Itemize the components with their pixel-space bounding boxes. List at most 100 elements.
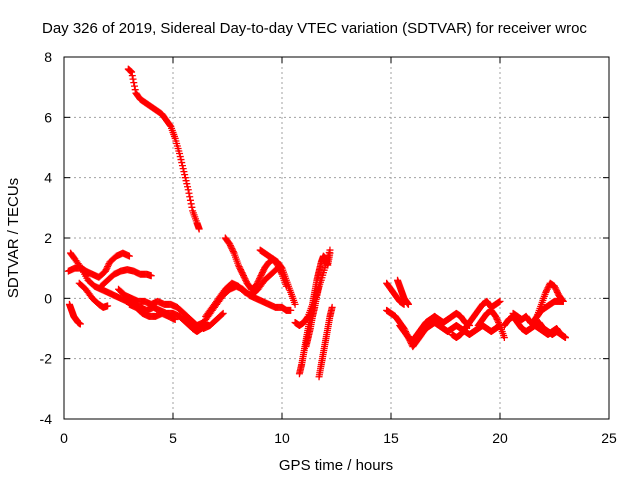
- data-point: [495, 318, 503, 326]
- data-point: [128, 72, 136, 80]
- data-point: [103, 264, 111, 272]
- y-tick-label: -4: [40, 411, 53, 427]
- data-point: [218, 310, 226, 318]
- data-point: [553, 287, 561, 295]
- data-point: [185, 189, 193, 197]
- data-point: [176, 150, 184, 158]
- data-point: [291, 300, 299, 308]
- y-tick-label: 4: [44, 170, 52, 186]
- data-point: [195, 225, 203, 233]
- x-tick-label: 5: [169, 430, 177, 446]
- data-point: [130, 79, 138, 87]
- data-point: [229, 246, 237, 254]
- data-point: [326, 249, 334, 257]
- data-point: [258, 269, 266, 277]
- series-s6: [97, 266, 155, 290]
- series-s15: [302, 282, 323, 351]
- x-tick-label: 15: [383, 430, 399, 446]
- x-axis-label: GPS time / hours: [279, 457, 393, 474]
- data-point: [239, 270, 247, 278]
- data-point: [256, 273, 264, 281]
- data-point: [186, 196, 194, 204]
- data-point: [184, 186, 192, 194]
- data-point: [234, 261, 242, 269]
- series-s9: [180, 282, 295, 329]
- data-point: [226, 242, 234, 250]
- series-s18: [394, 276, 412, 308]
- data-point: [104, 302, 112, 310]
- grid-layer: [64, 57, 609, 419]
- data-point: [181, 171, 189, 179]
- data-point: [166, 121, 174, 129]
- ticks-layer: 0 5 10 15 20 25 -4 -2 0 2 4 6 8: [40, 49, 617, 446]
- data-point: [258, 270, 266, 278]
- data-point: [104, 263, 112, 271]
- data-point: [404, 300, 412, 308]
- y-tick-label: 0: [44, 290, 52, 306]
- data-point: [543, 285, 551, 293]
- y-tick-label: 6: [44, 109, 52, 125]
- data-point: [219, 309, 227, 317]
- data-point: [500, 334, 508, 342]
- data-point: [102, 266, 110, 274]
- data-point: [178, 162, 186, 170]
- data-point: [551, 284, 559, 292]
- data-point: [239, 272, 247, 280]
- series-s24: [509, 309, 569, 342]
- data-point: [130, 82, 138, 90]
- marks-layer: [64, 65, 569, 381]
- data-point: [235, 263, 243, 271]
- data-point: [494, 317, 502, 325]
- data-point: [287, 306, 295, 314]
- y-tick-label: -2: [40, 351, 53, 367]
- data-point: [187, 200, 195, 208]
- data-point: [255, 275, 263, 283]
- data-point: [176, 153, 184, 161]
- series-s1: [124, 65, 203, 233]
- data-point: [259, 267, 267, 275]
- data-point: [237, 267, 245, 275]
- data-point: [328, 303, 336, 311]
- x-tick-label: 0: [60, 430, 68, 446]
- data-point: [178, 159, 186, 167]
- y-tick-label: 8: [44, 49, 52, 65]
- y-tick-label: 2: [44, 230, 52, 246]
- series-s8: [125, 300, 179, 323]
- series-s12: [202, 264, 282, 320]
- series-s26: [529, 297, 567, 326]
- series-s4: [65, 300, 84, 328]
- data-point: [242, 276, 250, 284]
- data-point: [492, 312, 500, 320]
- data-point: [551, 282, 558, 290]
- data-point: [104, 261, 112, 269]
- data-point: [277, 263, 285, 271]
- data-point: [237, 266, 245, 274]
- data-point: [274, 264, 282, 272]
- series-s22: [474, 306, 508, 342]
- data-point: [131, 86, 139, 94]
- data-point: [128, 68, 136, 76]
- data-point: [561, 334, 569, 342]
- data-point: [226, 240, 234, 248]
- data-point: [125, 252, 133, 260]
- series-s11: [256, 246, 299, 308]
- data-point: [552, 285, 560, 293]
- data-point: [492, 314, 500, 322]
- data-point: [76, 320, 84, 328]
- data-point: [179, 165, 187, 173]
- data-point: [273, 265, 281, 273]
- data-point: [184, 183, 192, 191]
- data-point: [147, 272, 155, 280]
- data-point: [101, 267, 109, 275]
- x-tick-label: 20: [492, 430, 508, 446]
- chart-title: Day 326 of 2019, Sidereal Day-to-day VTE…: [42, 20, 587, 37]
- data-point: [181, 174, 189, 182]
- data-point: [544, 284, 552, 292]
- data-point: [236, 264, 244, 272]
- y-axis-label: SDTVAR / TECUs: [5, 178, 22, 298]
- data-point: [182, 177, 190, 185]
- data-point: [188, 203, 196, 211]
- x-tick-label: 25: [601, 430, 617, 446]
- data-point: [493, 315, 501, 323]
